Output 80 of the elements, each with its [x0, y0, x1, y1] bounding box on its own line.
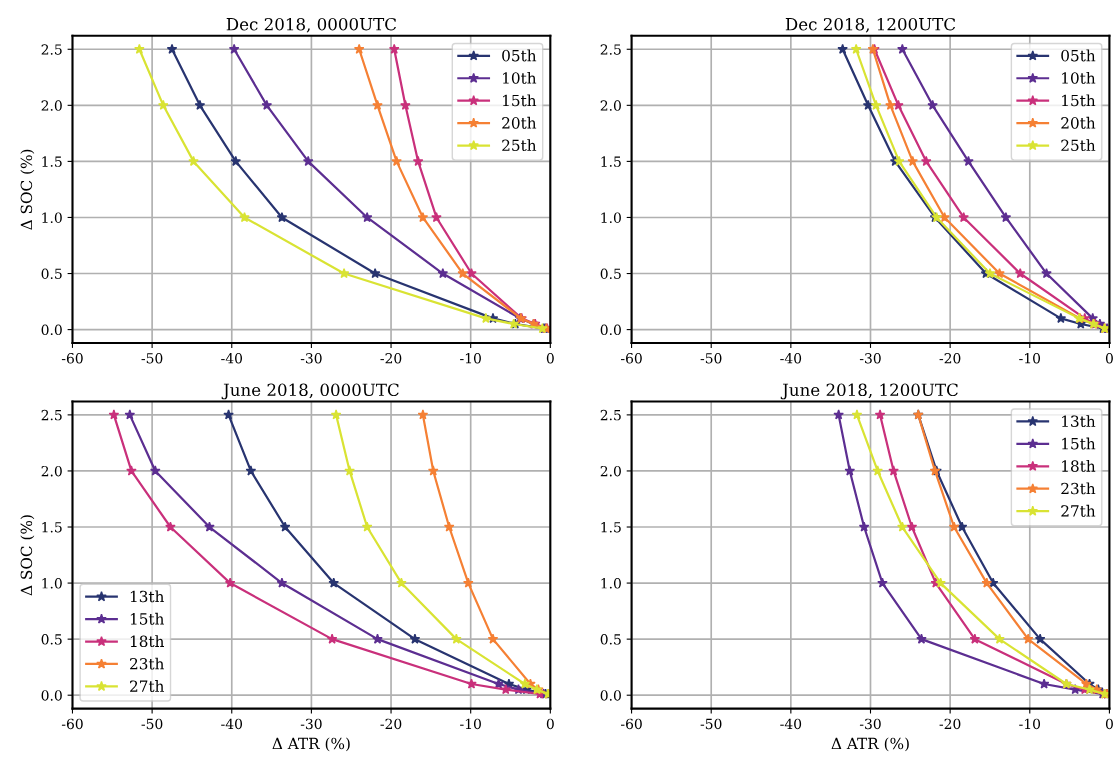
x-tick-label: -50: [141, 353, 163, 364]
legend-label: 20th: [1061, 116, 1096, 129]
chart-title: Dec 2018, 1200UTC: [785, 17, 956, 33]
legend-label: 10th: [503, 71, 537, 84]
x-tick-label: -40: [780, 718, 802, 730]
x-tick-label: -10: [460, 353, 481, 364]
y-tick-label: 1.5: [601, 521, 621, 533]
y-tick-label: 1.0: [601, 212, 621, 223]
x-tick-label: 0: [1105, 718, 1113, 730]
x-tick-label: -40: [221, 718, 243, 730]
y-axis-title: Δ SOC (%): [20, 149, 35, 230]
y-tick-label: 2.5: [600, 44, 621, 55]
x-tick-label: -10: [1019, 353, 1041, 364]
y-tick-label: 2.5: [600, 409, 621, 421]
legend-label: 18th: [130, 635, 164, 648]
chart-title: June 2018, 0000UTC: [221, 383, 399, 400]
x-tick-label: -50: [141, 718, 163, 730]
y-tick-label: 0.0: [600, 690, 621, 701]
y-tick-label: 0.0: [41, 324, 62, 336]
legend-label: 15th: [130, 612, 164, 625]
legend-label: 25th: [502, 139, 537, 152]
y-tick-label: 2.5: [41, 44, 62, 55]
legend-label: 23th: [130, 657, 164, 670]
y-tick-label: 1.0: [42, 578, 62, 589]
legend-label: 27th: [130, 680, 164, 692]
legend-label: 15th: [1062, 437, 1096, 450]
y-tick-label: 1.5: [42, 156, 62, 167]
y-tick-label: 0.5: [600, 634, 621, 645]
x-tick-label: -20: [939, 353, 961, 364]
x-tick-label: -60: [61, 353, 83, 364]
legend-label: 10th: [1062, 71, 1096, 84]
legend-label: 27th: [1061, 504, 1096, 517]
y-tick-label: 0.5: [41, 268, 62, 279]
y-tick-label: 2.0: [600, 100, 621, 111]
legend-label: 18th: [1062, 460, 1096, 472]
x-tick-label: -10: [460, 718, 481, 730]
x-tick-label: 0: [1105, 353, 1113, 364]
x-tick-label: -40: [221, 353, 243, 364]
x-tick-label: -20: [380, 718, 402, 730]
legend-label: 15th: [503, 94, 537, 107]
legend-label: 25th: [1061, 139, 1096, 152]
y-tick-label: 0.5: [600, 268, 621, 279]
y-tick-label: 1.5: [601, 156, 621, 167]
y-tick-label: 2.5: [41, 409, 62, 421]
x-tick-label: -60: [620, 353, 642, 364]
x-tick-label: -30: [859, 353, 881, 364]
y-tick-label: 2.0: [41, 100, 62, 111]
x-tick-label: -50: [700, 353, 722, 364]
y-tick-label: 1.0: [42, 212, 62, 223]
x-tick-label: -50: [700, 718, 722, 730]
y-tick-label: 1.5: [42, 521, 62, 533]
x-axis-title: Δ ATR (%): [272, 737, 350, 752]
x-tick-label: -40: [780, 353, 802, 364]
x-tick-label: -20: [380, 353, 402, 364]
x-tick-label: 0: [546, 718, 554, 730]
x-tick-label: 0: [546, 353, 554, 364]
x-tick-label: -20: [939, 718, 961, 730]
y-tick-label: 2.0: [41, 465, 62, 477]
x-tick-label: -30: [300, 353, 322, 364]
legend-label: 20th: [502, 116, 537, 129]
x-tick-label: -60: [61, 718, 83, 730]
y-tick-label: 0.0: [600, 324, 621, 336]
y-axis-title: Δ SOC (%): [20, 515, 35, 596]
legend-label: 15th: [1062, 94, 1096, 107]
legend-label: 05th: [502, 49, 537, 62]
legend-label: 23th: [1061, 482, 1096, 495]
x-axis-title: Δ ATR (%): [831, 737, 909, 752]
chart-title: Dec 2018, 0000UTC: [226, 17, 396, 33]
legend-label: 13th: [1062, 415, 1096, 427]
legend-label: 05th: [1061, 49, 1096, 62]
y-tick-label: 0.0: [41, 690, 62, 701]
x-tick-label: -30: [300, 718, 322, 730]
y-tick-label: 1.0: [601, 578, 621, 589]
x-tick-label: -10: [1019, 718, 1041, 730]
chart-title: June 2018, 1200UTC: [780, 383, 958, 400]
legend-label: 13th: [130, 590, 164, 603]
x-tick-label: -30: [859, 718, 881, 730]
x-tick-label: -60: [620, 718, 642, 730]
y-tick-label: 0.5: [41, 634, 62, 645]
y-tick-label: 2.0: [600, 465, 621, 477]
